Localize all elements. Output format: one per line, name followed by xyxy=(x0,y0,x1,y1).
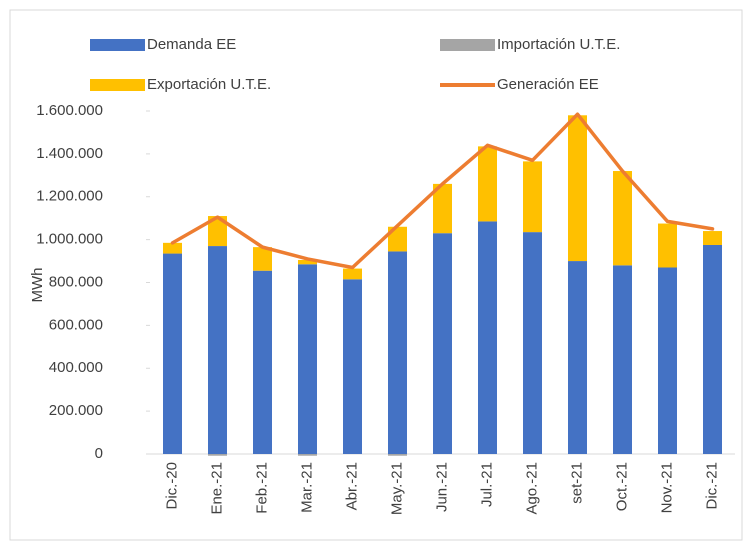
x-tick-label: Mar.-21 xyxy=(298,462,315,513)
bar xyxy=(478,221,497,454)
x-tick-label: Jun.-21 xyxy=(433,462,450,512)
bar xyxy=(343,279,362,454)
bar xyxy=(388,226,407,252)
y-axis-label: MWh xyxy=(29,268,46,303)
y-tick-label: 600.000 xyxy=(49,316,103,333)
x-tick-label: Ago.-21 xyxy=(523,462,540,515)
bar xyxy=(523,232,542,454)
x-tick-label: Nov.-21 xyxy=(658,462,675,513)
bar xyxy=(208,246,227,454)
legend-label: Demanda EE xyxy=(147,36,236,53)
x-tick-label: set-21 xyxy=(568,462,585,504)
bar xyxy=(568,261,587,454)
bar xyxy=(388,251,407,454)
y-tick-label: 800.000 xyxy=(49,273,103,290)
y-tick-label: 1.000.000 xyxy=(36,231,103,248)
bar xyxy=(208,454,227,456)
y-tick-label: 400.000 xyxy=(49,359,103,376)
x-tick-label: Dic.-20 xyxy=(163,462,180,510)
bar xyxy=(253,247,272,271)
bar xyxy=(163,242,182,254)
bar xyxy=(703,231,722,245)
y-tick-label: 0 xyxy=(95,445,103,462)
bar xyxy=(613,171,632,266)
bar xyxy=(163,253,182,454)
bar xyxy=(658,267,677,454)
y-tick-label: 1.400.000 xyxy=(36,145,103,162)
bar xyxy=(298,264,317,454)
legend-label: Exportación U.T.E. xyxy=(147,76,271,93)
bar xyxy=(298,259,317,265)
bar xyxy=(478,146,497,222)
legend-label: Importación U.T.E. xyxy=(497,36,620,53)
legend-label: Generación EE xyxy=(497,76,599,93)
x-tick-label: Dic.-21 xyxy=(703,462,720,510)
y-tick-label: 200.000 xyxy=(49,402,103,419)
bar xyxy=(433,183,452,234)
bar xyxy=(253,270,272,454)
bar xyxy=(388,454,407,456)
bar xyxy=(568,115,587,262)
bar xyxy=(523,161,542,233)
x-tick-label: Ene.-21 xyxy=(208,462,225,515)
bar xyxy=(208,216,227,247)
y-tick-label: 1.600.000 xyxy=(36,102,103,119)
x-tick-label: Jul.-21 xyxy=(478,462,495,507)
bar xyxy=(433,233,452,454)
bar xyxy=(343,268,362,280)
x-tick-label: Abr.-21 xyxy=(343,462,360,510)
y-tick-label: 1.200.000 xyxy=(36,188,103,205)
legend-swatch xyxy=(90,39,145,51)
legend-swatch xyxy=(90,79,145,91)
line xyxy=(170,112,715,270)
x-tick-label: May.-21 xyxy=(388,462,405,515)
x-tick-label: Feb.-21 xyxy=(253,462,270,514)
legend-swatch xyxy=(440,39,495,51)
bar xyxy=(298,454,317,456)
bar xyxy=(703,244,722,454)
bar xyxy=(658,223,677,268)
bar xyxy=(613,265,632,454)
x-tick-label: Oct.-21 xyxy=(613,462,630,511)
